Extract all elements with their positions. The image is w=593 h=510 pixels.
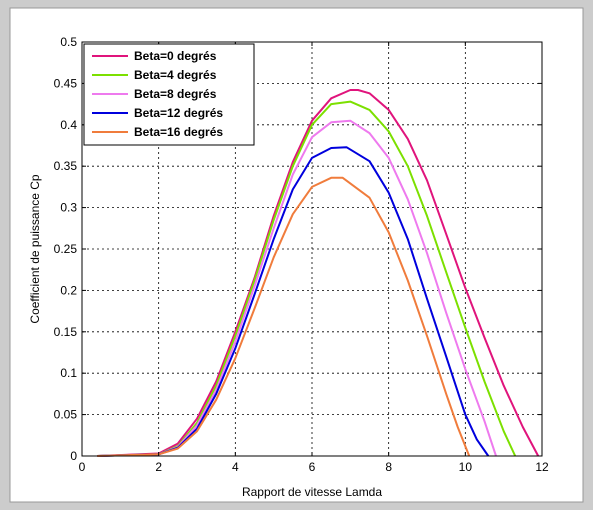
y-tick-label: 0: [70, 449, 77, 463]
legend-entry: Beta=12 degrés: [134, 106, 223, 120]
legend-entry: Beta=4 degrés: [134, 68, 217, 82]
y-tick-label: 0.45: [54, 76, 78, 90]
x-axis-label: Rapport de vitesse Lamda: [242, 485, 382, 499]
series-line: [97, 176, 471, 457]
x-tick-label: 12: [535, 460, 549, 474]
y-tick-label: 0.1: [60, 366, 77, 380]
x-tick-label: 0: [79, 460, 86, 474]
y-tick-label: 0.5: [60, 35, 77, 49]
y-tick-label: 0.4: [60, 118, 77, 132]
series-line: [97, 146, 490, 457]
x-tick-label: 4: [232, 460, 239, 474]
x-tick-label: 8: [385, 460, 392, 474]
x-tick-label: 6: [309, 460, 316, 474]
y-axis-label: Coefficient de puissance Cp: [28, 174, 42, 324]
series-line: [97, 119, 497, 457]
legend-entry: Beta=16 degrés: [134, 125, 223, 139]
legend-entry: Beta=8 degrés: [134, 87, 217, 101]
legend-entry: Beta=0 degrés: [134, 49, 217, 63]
legend: Beta=0 degrés Beta=4 degrés Beta=8 degrés B…: [83, 43, 255, 146]
y-tick-label: 0.2: [60, 283, 77, 297]
series-lines: [97, 89, 540, 457]
series-line: [97, 100, 517, 457]
x-tick-label: 2: [155, 460, 162, 474]
y-tick-label: 0.05: [54, 408, 78, 422]
series-line: [97, 89, 540, 457]
y-tick-label: 0.3: [60, 201, 77, 215]
y-tick-label: 0.25: [54, 242, 78, 256]
y-tick-label: 0.35: [54, 159, 78, 173]
y-tick-label: 0.15: [54, 325, 78, 339]
axis-ticks: 0 2 4 6 8 10 12 0 0.05 0.1 0.15 0.2 0.25 0.3 0.35 0.4 0.…: [54, 35, 549, 474]
x-tick-label: 10: [459, 460, 473, 474]
